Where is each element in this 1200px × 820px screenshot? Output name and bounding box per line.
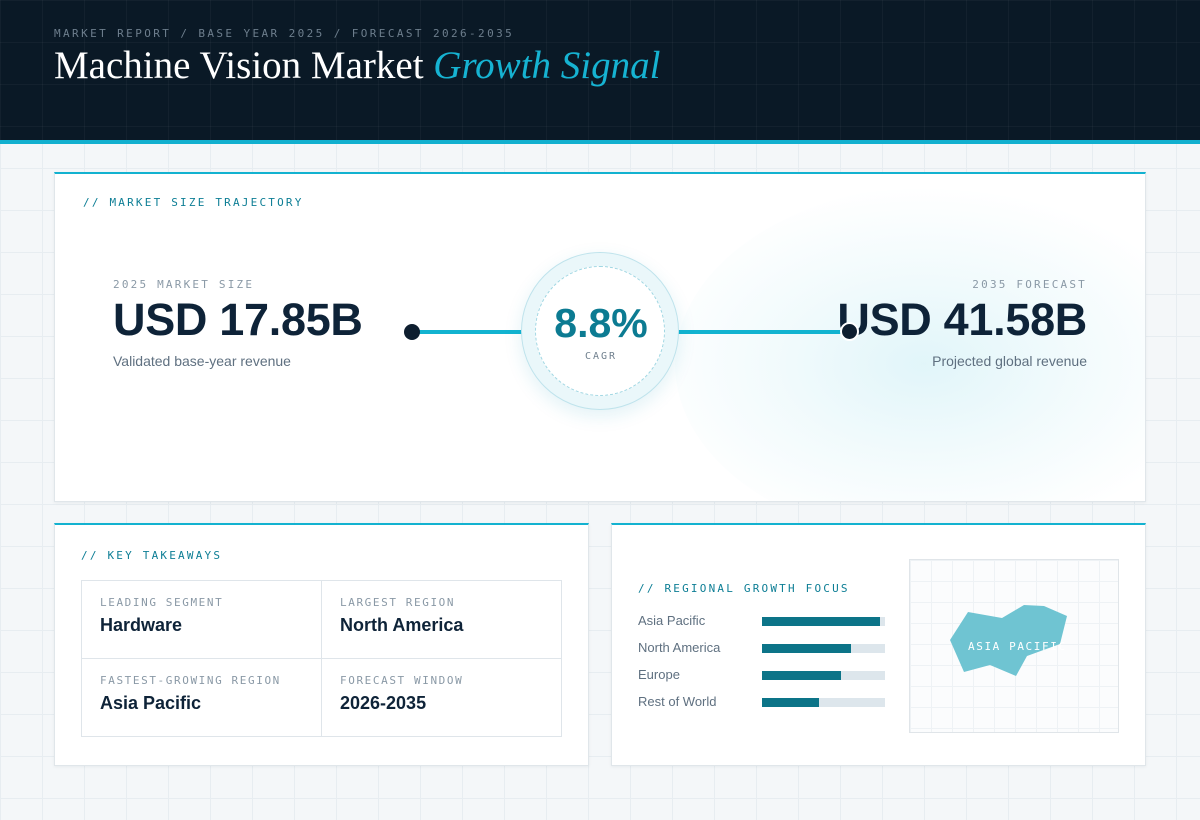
region-bar-track <box>762 671 885 680</box>
trajectory-line-left <box>415 330 545 334</box>
takeaway-caption: LARGEST REGION <box>340 596 456 609</box>
report-header: MARKET REPORT / BASE YEAR 2025 / FORECAS… <box>0 0 1200 144</box>
region-bar-row: Europe <box>638 667 888 683</box>
takeaway-value: Asia Pacific <box>100 693 202 713</box>
end-caption: 2035 FORECAST <box>972 278 1087 291</box>
region-bar-fill <box>762 644 851 653</box>
takeaway-value: Hardware <box>100 615 183 635</box>
start-note: Validated base-year revenue <box>113 353 291 369</box>
region-map: ASIA PACIFIC <box>909 559 1119 733</box>
takeaway-cell: LEADING SEGMENT Hardware <box>82 581 322 659</box>
region-bar-row: Rest of World <box>638 694 888 710</box>
region-bar-row: North America <box>638 640 888 656</box>
trajectory-line-right <box>655 330 855 334</box>
end-value: USD 41.58B <box>837 294 1087 345</box>
regional-label: // REGIONAL GROWTH FOCUS <box>638 582 850 595</box>
takeaway-cell: FORECAST WINDOW 2026-2035 <box>321 658 561 736</box>
map-region-label: ASIA PACIFIC <box>968 640 1067 653</box>
end-point-marker <box>840 322 859 341</box>
report-eyebrow: MARKET REPORT / BASE YEAR 2025 / FORECAS… <box>54 27 515 40</box>
region-bar-track <box>762 644 885 653</box>
takeaway-cell: LARGEST REGION North America <box>321 581 561 659</box>
regional-card: // REGIONAL GROWTH FOCUS Asia Pacific No… <box>611 523 1146 766</box>
region-bar-track <box>762 698 885 707</box>
region-name: Rest of World <box>638 694 717 709</box>
region-name: Asia Pacific <box>638 613 706 628</box>
takeaway-value: North America <box>340 615 464 635</box>
cagr-badge: 8.8% CAGR <box>521 252 679 410</box>
region-bar-fill <box>762 617 881 626</box>
takeaway-value: 2026-2035 <box>340 693 427 713</box>
region-name: North America <box>638 640 721 655</box>
region-bar-fill <box>762 698 819 707</box>
takeaways-label: // KEY TAKEAWAYS <box>81 549 223 562</box>
region-bar-track <box>762 617 885 626</box>
cagr-value: 8.8% <box>554 300 648 346</box>
title-main: Machine Vision Market <box>54 44 424 87</box>
trajectory-card: // MARKET SIZE TRAJECTORY 2025 MARKET SI… <box>54 172 1146 502</box>
takeaways-card: // KEY TAKEAWAYS LEADING SEGMENT Hardwar… <box>54 523 589 766</box>
forecast-glow <box>675 184 1145 501</box>
end-note: Projected global revenue <box>932 353 1087 369</box>
start-value: USD 17.85B <box>113 294 363 345</box>
takeaways-grid: LEADING SEGMENT Hardware LARGEST REGION … <box>81 580 562 737</box>
title-accent: Growth Signal <box>433 44 661 87</box>
start-point-marker <box>404 324 420 340</box>
asia-pacific-map-shape <box>950 605 1067 676</box>
takeaway-caption: LEADING SEGMENT <box>100 596 224 609</box>
cagr-badge-inner: 8.8% CAGR <box>535 266 665 396</box>
trajectory-label: // MARKET SIZE TRAJECTORY <box>83 196 304 209</box>
takeaway-caption: FORECAST WINDOW <box>340 674 464 687</box>
region-bar-row: Asia Pacific <box>638 613 888 629</box>
region-name: Europe <box>638 667 680 682</box>
start-caption: 2025 MARKET SIZE <box>113 278 255 291</box>
takeaway-cell: FASTEST-GROWING REGION Asia Pacific <box>82 658 322 736</box>
region-bar-fill <box>762 671 841 680</box>
cagr-label: CAGR <box>584 351 618 362</box>
page-title: Machine Vision Market Growth Signal <box>54 43 660 88</box>
takeaway-caption: FASTEST-GROWING REGION <box>100 674 281 687</box>
